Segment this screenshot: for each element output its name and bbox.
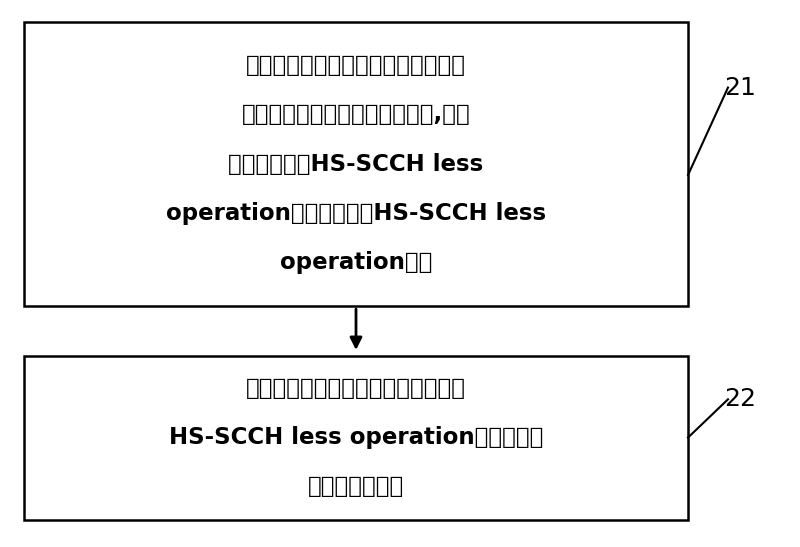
Text: 接入网根据获取的终端的业务类型确: 接入网根据获取的终端的业务类型确 — [246, 54, 466, 77]
Text: HS-SCCH less operation的工作方式: HS-SCCH less operation的工作方式 — [169, 426, 543, 449]
Text: 接入网将确定的所述终端需要配置的: 接入网将确定的所述终端需要配置的 — [246, 377, 466, 400]
Text: 通知给所述终端: 通知给所述终端 — [308, 475, 404, 498]
Text: operation方式或不支持HS-SCCH less: operation方式或不支持HS-SCCH less — [166, 202, 546, 225]
Bar — [24, 22, 688, 306]
Bar — [24, 356, 688, 520]
Text: operation方式: operation方式 — [280, 251, 432, 274]
Text: 21: 21 — [724, 75, 756, 100]
Text: 定所述终端需要配置的工作方式,所述: 定所述终端需要配置的工作方式,所述 — [242, 103, 470, 126]
Text: 22: 22 — [724, 387, 756, 411]
Text: 工作方式包括HS-SCCH less: 工作方式包括HS-SCCH less — [228, 153, 484, 176]
